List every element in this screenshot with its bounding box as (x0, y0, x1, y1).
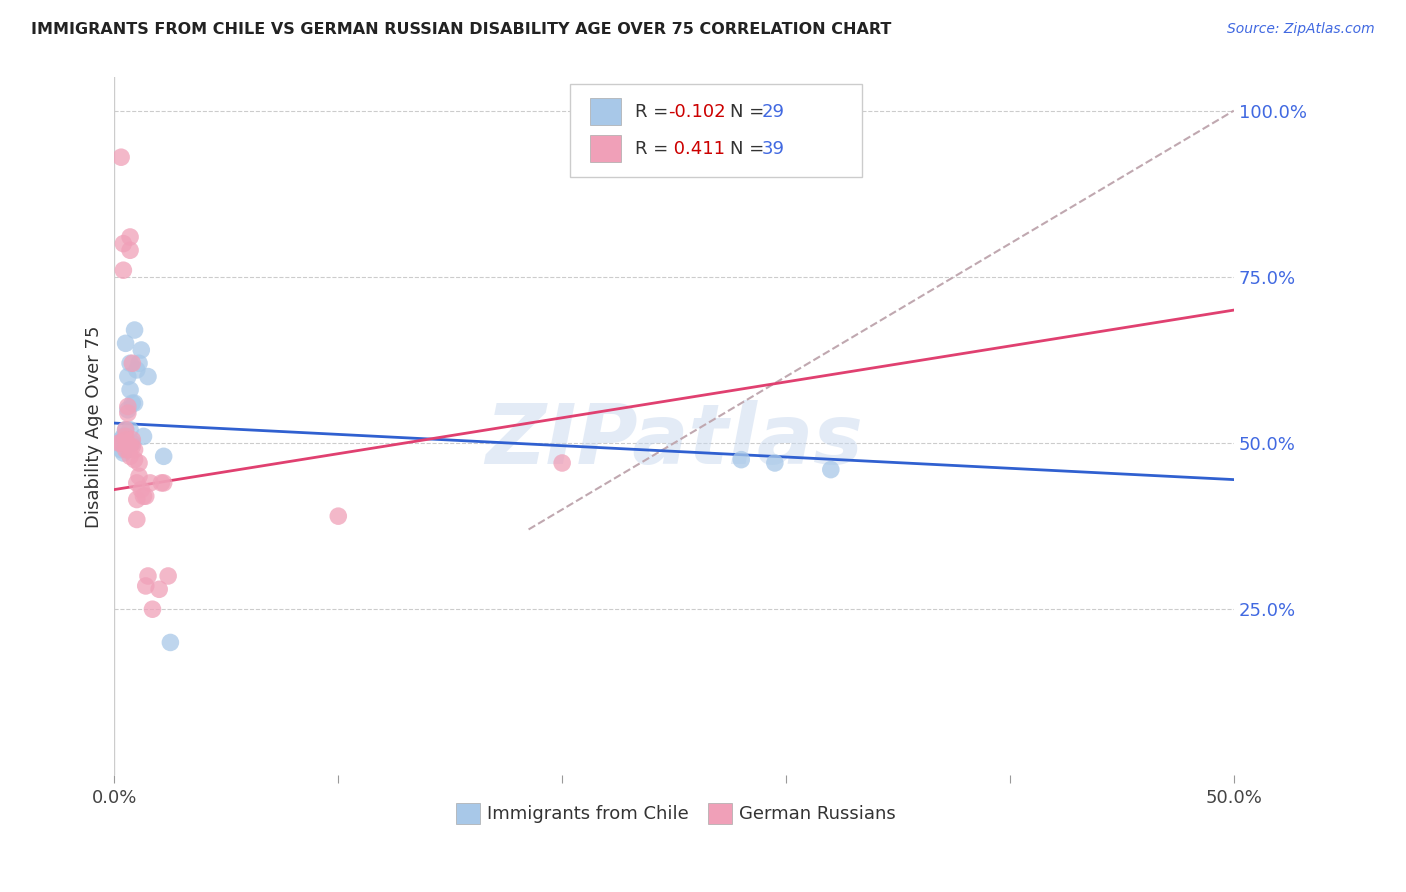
Text: IMMIGRANTS FROM CHILE VS GERMAN RUSSIAN DISABILITY AGE OVER 75 CORRELATION CHART: IMMIGRANTS FROM CHILE VS GERMAN RUSSIAN … (31, 22, 891, 37)
Text: 29: 29 (762, 103, 785, 120)
Text: 39: 39 (762, 140, 785, 158)
FancyBboxPatch shape (707, 804, 733, 824)
Point (139, 475, 162, 490)
Point (152, 475, 174, 490)
FancyBboxPatch shape (591, 98, 621, 125)
Point (120, 450, 142, 464)
Point (121, 436, 143, 450)
Point (121, 356, 143, 370)
Point (117, 406, 139, 420)
Text: R =: R = (636, 103, 673, 120)
Point (141, 602, 163, 616)
Point (117, 402, 139, 417)
Point (125, 492, 148, 507)
Point (148, 582, 170, 597)
Point (120, 383, 142, 397)
Point (125, 512, 148, 526)
Point (112, 263, 135, 277)
Point (128, 456, 150, 470)
Point (135, 579, 157, 593)
Point (112, 429, 135, 443)
Point (110, 433, 132, 447)
Point (157, 569, 180, 583)
Point (128, 469, 150, 483)
FancyBboxPatch shape (456, 804, 481, 824)
Point (763, 456, 786, 470)
Point (117, 369, 139, 384)
FancyBboxPatch shape (569, 84, 862, 178)
FancyBboxPatch shape (591, 136, 621, 161)
Point (328, 509, 350, 524)
Text: German Russians: German Russians (740, 805, 896, 822)
Point (159, 635, 181, 649)
Point (112, 439, 135, 453)
Point (108, 436, 131, 450)
Point (120, 356, 142, 370)
Text: Immigrants from Chile: Immigrants from Chile (486, 805, 689, 822)
Point (132, 489, 155, 503)
Point (121, 433, 143, 447)
Text: Source: ZipAtlas.com: Source: ZipAtlas.com (1227, 22, 1375, 37)
Point (128, 356, 150, 370)
Point (129, 483, 152, 497)
Point (114, 433, 136, 447)
Point (120, 423, 142, 437)
Point (124, 442, 146, 457)
Point (114, 336, 136, 351)
Point (114, 442, 136, 457)
Point (124, 452, 146, 467)
Point (117, 400, 139, 414)
Text: N =: N = (730, 140, 770, 158)
Point (117, 442, 139, 457)
Text: -0.102: -0.102 (668, 103, 725, 120)
Point (125, 363, 148, 377)
Point (114, 429, 136, 443)
Point (120, 230, 142, 244)
Point (129, 343, 152, 357)
Text: N =: N = (730, 103, 770, 120)
Point (150, 475, 173, 490)
Point (124, 323, 146, 337)
Point (730, 452, 752, 467)
Text: R =: R = (636, 140, 673, 158)
Point (110, 442, 132, 457)
Point (114, 429, 136, 443)
Y-axis label: Disability Age Over 75: Disability Age Over 75 (86, 326, 103, 528)
Text: ZIPatlas: ZIPatlas (485, 400, 863, 481)
Point (110, 436, 132, 450)
Point (136, 369, 159, 384)
Point (820, 462, 842, 476)
Point (120, 439, 142, 453)
Point (108, 436, 131, 450)
Point (121, 396, 143, 410)
Point (114, 423, 136, 437)
Point (132, 429, 155, 443)
Point (121, 439, 143, 453)
Point (124, 396, 146, 410)
Point (125, 475, 148, 490)
Point (112, 236, 135, 251)
Text: 0.411: 0.411 (668, 140, 725, 158)
Point (114, 423, 136, 437)
Point (114, 436, 136, 450)
Point (112, 446, 135, 460)
Point (110, 150, 132, 164)
Point (135, 489, 157, 503)
Point (120, 244, 142, 258)
Point (136, 569, 159, 583)
Point (551, 456, 574, 470)
Point (152, 450, 174, 464)
